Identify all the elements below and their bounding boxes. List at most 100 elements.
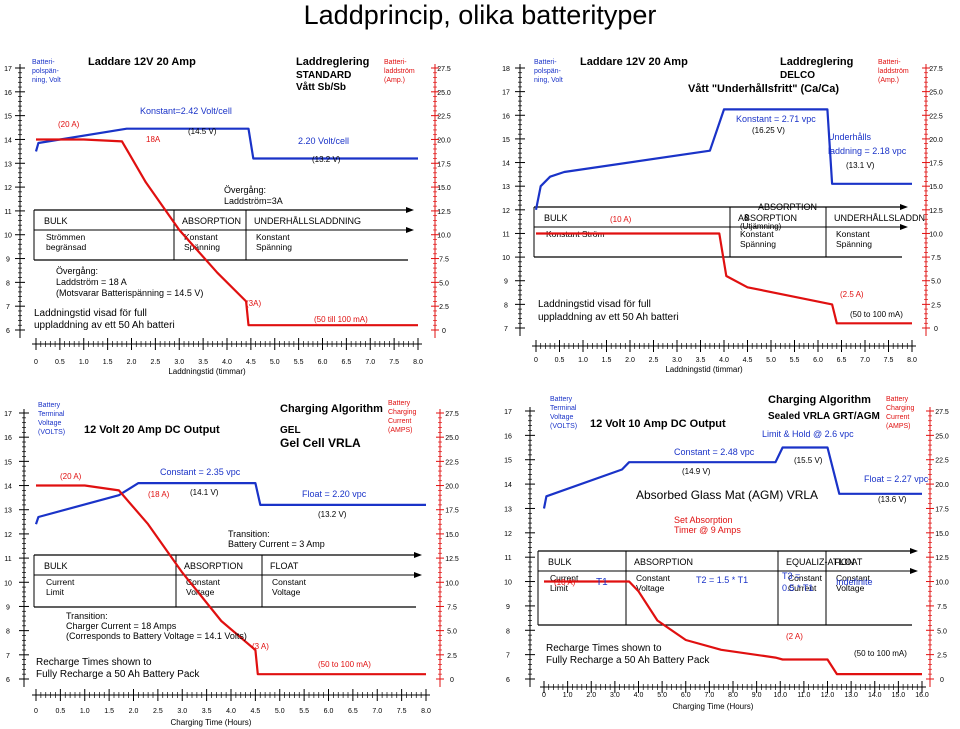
y-axis-left-tick-label: 14 [502,161,510,168]
y-axis-right-tick-label: 0 [934,326,938,333]
y-axis-left-tick-label: 18 [502,66,510,73]
x-axis-tick-label: 6.5 [348,708,358,715]
y-axis-left-label: Battery [550,396,573,403]
chart-header-line: Sealed VRLA GRT/AGM [768,411,880,422]
y-axis-right-label: Charging [886,405,915,412]
y-axis-left-tick-label: 12 [504,531,512,538]
x-axis-tick-label: 5.0 [275,708,285,715]
y-axis-right-tick-label: 2.5 [931,302,941,309]
chart-header-line: Laddreglering [296,56,369,68]
arrow-right-icon [900,204,908,210]
y-axis-left-tick-label: 16 [4,435,12,442]
stage-label: BULK [44,561,68,571]
chart-header-line: Laddare 12V 20 Amp [88,56,196,68]
stage-note: Voltage [272,587,301,597]
stage-note: Spänning [256,242,292,252]
x-axis-tick-label: 0 [542,692,546,699]
y-axis-left-tick-label: 8 [506,628,510,635]
y-axis-right-tick-label: 2.5 [447,653,457,660]
x-axis-tick-label: 5.5 [294,359,304,366]
chart-header-line: Charging Algorithm [280,403,383,415]
y-axis-right-tick-label: 7.5 [931,255,941,262]
y-axis-right-tick-label: 25.0 [445,435,459,442]
stage-note: Constant [186,577,221,587]
chart-annotation: (50 to 100 mA) [318,660,371,669]
x-axis-tick-label: 1.5 [104,708,114,715]
x-axis-tick-label: 14.0 [868,692,882,699]
stage-note: Current [788,583,817,593]
y-axis-right-tick-label: 20.0 [929,137,943,144]
x-axis-tick-label: 3.5 [198,359,208,366]
chart-delco-panel: Laddare 12V 20 Amp Laddreglering DELCO Vått… [490,52,960,382]
y-axis-right-tick-label: 2.5 [937,653,947,660]
chart-annotation: laddning = 2.18 vpc [828,146,907,156]
y-axis-left-tick-label: 11 [502,231,509,238]
y-axis-right-tick-label: 27.5 [445,411,459,418]
chart-annotation: (16.25 V) [752,126,785,135]
y-axis-right-tick-label: 25.0 [935,433,949,440]
x-axis-tick-label: 8.0 [728,692,738,699]
stage-note: Constant [788,573,823,583]
x-axis-tick-label: 4.5 [251,708,261,715]
y-axis-right-label: (Amp.) [384,77,405,84]
x-axis-tick-label: 2.0 [129,708,139,715]
stage-label: UNDERHÅLLSLADDNING [254,216,361,226]
y-axis-left-tick-label: 6 [506,677,510,684]
y-axis-left-tick-label: 16 [4,90,12,97]
chart-annotation: Konstant = 2.71 vpc [736,114,816,124]
y-axis-left-tick-label: 15 [4,459,12,466]
x-axis-tick-label: 6.0 [318,359,328,366]
y-axis-left-tick-label: 9 [506,604,510,611]
stage-note: Konstant [184,232,218,242]
y-axis-left-tick-label: 9 [504,279,508,286]
stage-note: Limit [46,587,65,597]
y-axis-right-label: Battery [886,396,909,403]
chart-annotation: (13.6 V) [878,495,907,504]
chart-annotation: (2.5 A) [840,290,864,299]
y-axis-left-tick-label: 17 [504,409,512,416]
y-axis-left-tick-label: 8 [504,302,508,309]
y-axis-right-tick-label: 25.0 [437,90,451,97]
stage-label: ABSORPTION [182,216,241,226]
x-axis-tick-label: 1.0 [79,359,89,366]
chart-annotation: Konstant=2.42 Volt/cell [140,106,232,116]
y-axis-right-tick-label: 15.0 [935,531,949,538]
x-axis-tick-label: 7.5 [884,357,894,364]
x-axis-tick-label: 1.5 [103,359,113,366]
stage-note: Constant [636,573,671,583]
y-axis-left-label: Batteri- [32,59,55,66]
x-axis-label: Laddningstid (timmar) [665,365,743,374]
y-axis-left-tick-label: 12 [4,532,12,539]
chart-header-line: 12 Volt 20 Amp DC Output [84,424,220,436]
chart-annotation: T2 = 1.5 * T1 [696,575,748,585]
chart-annotation: (13.1 V) [846,161,875,170]
chart-annotation: Constant = 2.48 vpc [674,447,755,457]
chart-annotation: & [744,213,750,222]
chart-annotation: Transition: [228,529,270,539]
x-axis-tick-label: 5.5 [299,708,309,715]
chart-annotation: Fully Recharge a 50 Ah Battery Pack [36,669,200,680]
y-axis-right-tick-label: 20.0 [437,137,451,144]
y-axis-left-tick-label: 14 [504,482,512,489]
y-axis-right-tick-label: 27.5 [935,409,949,416]
y-axis-right-tick-label: 22.5 [929,113,943,120]
chart-annotation: Fully Recharge a 50 Ah Battery Pack [546,655,710,666]
series-volt-line [542,446,922,509]
stage-note: Voltage [636,583,665,593]
series-amp-line [36,484,426,676]
stage-label: BULK [44,216,68,226]
x-axis-tick-label: 8.0 [413,359,423,366]
x-axis-tick-label: 2.5 [649,357,659,364]
chart-header-line: Gel Cell VRLA [280,436,361,450]
stage-label: UNDERHÅLLSLADDN [834,213,925,223]
x-axis-tick-label: 6.0 [813,357,823,364]
page-title: Laddprincip, olika batterityper [303,0,657,30]
chart-annotation: Laddningstid visad för full [34,308,147,319]
chart-annotation: Övergång: [224,185,266,195]
y-axis-left-tick-label: 11 [4,556,11,563]
stage-note: begränsad [46,242,86,252]
y-axis-right-label: Current [886,414,909,421]
chart-header-line: Charging Algorithm [768,394,871,406]
series-amp-line [36,138,418,327]
y-axis-left-tick-label: 10 [504,580,512,587]
